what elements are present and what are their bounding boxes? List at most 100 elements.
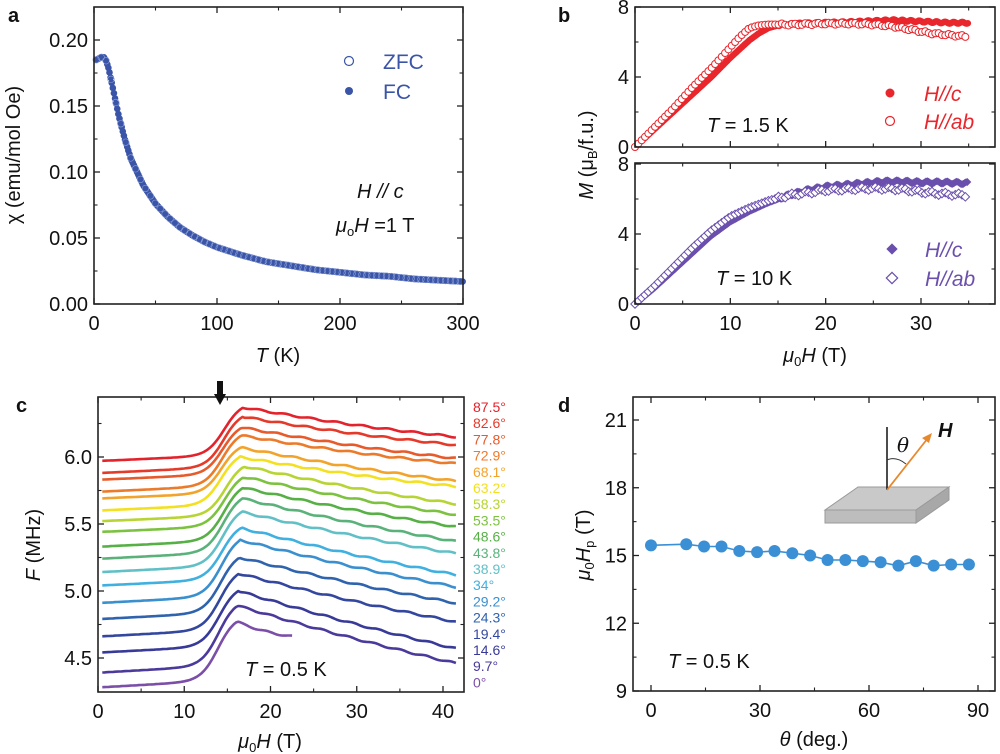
panel-b-bottom-data <box>630 176 972 309</box>
ylabel-unit: (T) <box>573 510 595 541</box>
ylabel-mu: μ <box>573 569 595 581</box>
hp-point <box>733 544 746 557</box>
panel-a-ticks: 0 100 200 300 0.00 0.05 0.10 0.15 0.20 <box>49 7 480 335</box>
angle-label: 0° <box>473 674 486 690</box>
angle-label: 58.3° <box>473 496 506 512</box>
curve-63-2deg <box>102 454 457 512</box>
curve-48-6deg <box>102 486 456 548</box>
legend-marker-zfc <box>343 55 355 67</box>
panel-c-angle-labels: 87.5°82.6°77.8°72.9°68.1°63.2°58.3°53.5°… <box>473 399 506 690</box>
xlabel-H: H <box>801 345 816 367</box>
panel-a-ylabel: χ (emu/mol Oe) <box>3 86 25 224</box>
x-tick-label: 60 <box>858 700 880 722</box>
zfc-point <box>127 154 135 162</box>
zfc-point <box>151 199 159 207</box>
temperature-value: = 10 K <box>728 268 793 290</box>
x-tick-label: 0 <box>645 700 656 722</box>
zfc-point <box>323 267 332 275</box>
fc-point <box>109 84 117 92</box>
zfc-point <box>284 261 292 269</box>
y-tick-label: 4 <box>618 224 629 246</box>
zfc-point <box>107 75 115 83</box>
zfc-point <box>432 276 440 284</box>
hp-point <box>874 556 887 569</box>
zfc-point <box>338 268 346 277</box>
curve-87-5deg <box>102 406 456 463</box>
panel-d-xlabel: θ (deg.) <box>780 729 849 751</box>
panel-c: 0 10 20 30 40 4.5 5.0 5.5 6.0 87.5°82.6°77.8°72.… <box>23 381 506 754</box>
zfc-point <box>304 264 312 273</box>
zfc-point <box>412 275 420 283</box>
x-tick-label: 30 <box>346 701 368 723</box>
fc-point <box>106 69 113 76</box>
zfc-point <box>259 257 268 265</box>
xlabel-sub: 0 <box>794 354 801 369</box>
x-tick-label: 0 <box>92 701 103 723</box>
temperature-var: T <box>668 651 682 673</box>
angle-label: 63.2° <box>473 480 506 496</box>
panel-a-annotation-field-value: μoH =1 T <box>335 215 414 239</box>
ylabel-sub: B <box>585 150 600 159</box>
zfc-point <box>245 253 253 261</box>
x-tick-label: 20 <box>815 313 837 335</box>
zfc-point <box>427 276 435 284</box>
angle-label: 43.8° <box>473 545 506 561</box>
curve-68-1deg <box>102 445 457 500</box>
angle-label: 24.3° <box>473 610 506 626</box>
zfc-point <box>161 210 169 218</box>
panel-c-temperature: T = 0.5 K <box>245 659 327 681</box>
hp-point <box>680 538 693 551</box>
panel-label-b: b <box>558 5 570 27</box>
field-vector-line <box>886 437 929 491</box>
y-tick-label: 15 <box>605 546 627 568</box>
angle-label: 82.6° <box>473 415 506 431</box>
xlabel-mu: μ <box>237 731 249 753</box>
hp-point <box>927 559 940 572</box>
ylabel-H: H <box>573 547 595 562</box>
hp-point <box>804 549 817 562</box>
hp-point <box>945 558 958 571</box>
zfc-point <box>131 165 140 173</box>
mu-subscript: o <box>347 224 354 239</box>
zfc-point <box>176 223 184 231</box>
y-tick-label: 8 <box>618 0 629 19</box>
y-tick-label: 4.5 <box>64 648 92 670</box>
zfc-point <box>225 247 233 255</box>
zfc-point <box>397 273 405 282</box>
angle-label: 87.5° <box>473 399 506 415</box>
hp-point <box>768 544 781 557</box>
angle-label: 48.6° <box>473 529 506 545</box>
x-tick-label: 40 <box>432 701 454 723</box>
hp-point <box>698 540 711 553</box>
hc-point <box>964 20 972 27</box>
angle-label: 77.8° <box>473 431 506 447</box>
zfc-point <box>141 184 150 193</box>
hab-point <box>961 32 970 41</box>
zfc-point <box>102 57 110 65</box>
panel-b-xlabel: μ0H (T) <box>782 345 847 369</box>
zfc-point <box>441 277 450 285</box>
y-tick-label: 0.05 <box>49 228 88 250</box>
angle-label: 38.9° <box>473 561 506 577</box>
curve-38-9deg <box>102 510 457 574</box>
zfc-point <box>230 249 238 257</box>
zfc-point <box>314 266 322 274</box>
panel-d-data <box>645 538 975 572</box>
y-tick-label: 0.15 <box>49 96 88 118</box>
hc-point <box>963 178 972 186</box>
zfc-point <box>274 260 282 268</box>
zfc-point <box>422 275 430 284</box>
curve-53-5deg <box>102 476 456 534</box>
zfc-point <box>146 192 154 200</box>
curve-58-3deg <box>102 465 457 523</box>
angle-arc <box>886 458 907 465</box>
arrow-shaft-marker <box>217 381 223 395</box>
zfc-point <box>392 273 400 281</box>
x-tick-label: 200 <box>323 313 356 335</box>
x-tick-label: 90 <box>967 700 989 722</box>
inset-H-label: H <box>938 420 953 442</box>
panel-d-ticks: 0 30 60 90 9 12 15 18 21 <box>605 397 995 722</box>
ylabel-sub0: 0 <box>582 562 597 569</box>
zfc-point <box>343 269 351 277</box>
